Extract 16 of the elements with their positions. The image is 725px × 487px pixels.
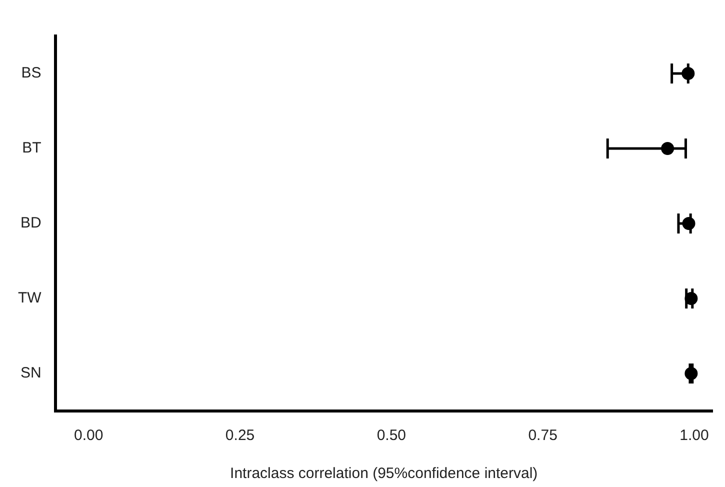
point: [682, 217, 696, 230]
x-tick-label: 0.25: [225, 427, 255, 444]
x-tick-label: 0.00: [74, 427, 104, 444]
y-tick-label: BS: [21, 64, 42, 82]
y-tick-label: SN: [20, 364, 42, 382]
y-tick-label: BT: [22, 140, 42, 157]
point: [684, 292, 698, 305]
x-tick-label: 0.50: [376, 427, 406, 444]
y-tick-label: BD: [20, 214, 42, 232]
point: [661, 142, 674, 155]
y-tick-label: TW: [18, 290, 42, 307]
x-tick-label: 0.75: [528, 427, 558, 444]
x-tick-label: 1.00: [680, 427, 709, 444]
point: [682, 67, 695, 80]
x-axis-title: Intraclass correlation (95%confidence interval): [230, 465, 538, 482]
point: [684, 367, 698, 380]
